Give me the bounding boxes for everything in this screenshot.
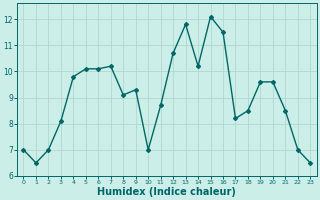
X-axis label: Humidex (Indice chaleur): Humidex (Indice chaleur) [98,187,236,197]
